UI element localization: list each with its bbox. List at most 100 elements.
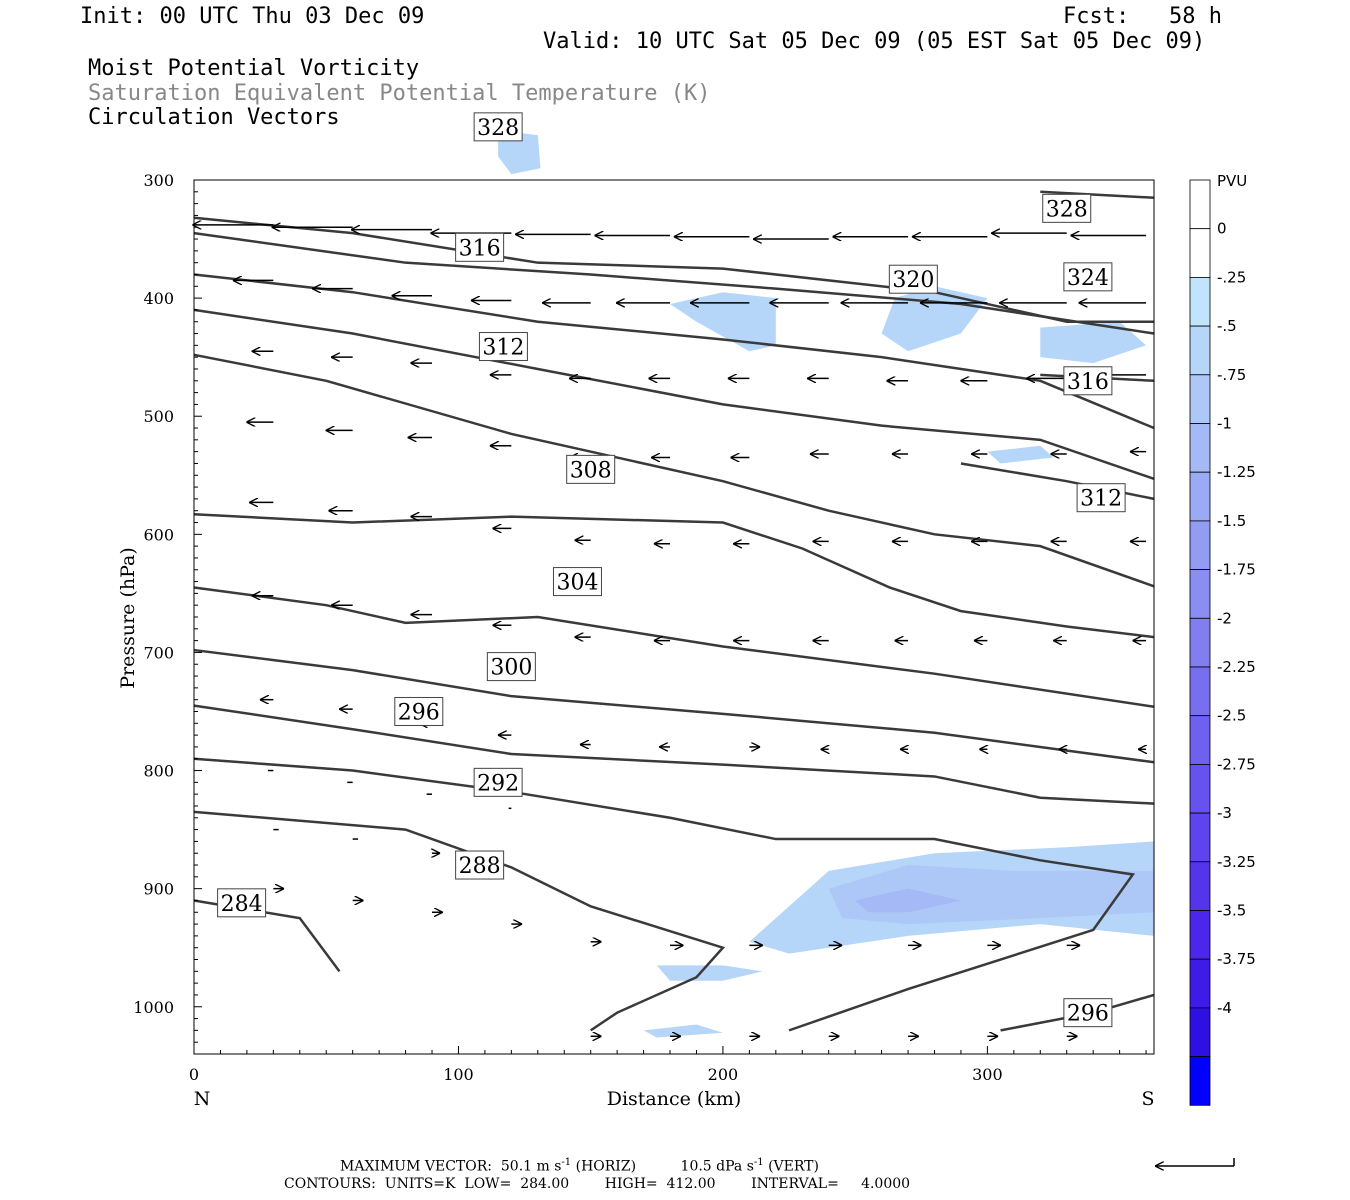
contour-label: 328 (1046, 197, 1088, 222)
contour-label-box (473, 112, 523, 142)
colorbar-swatch (1189, 228, 1211, 278)
colorbar-label: -.25 (1217, 268, 1246, 286)
contour-label: 292 (477, 771, 519, 796)
colorbar-swatch (1189, 958, 1211, 1009)
contour-label-layer: 284 288 292 296 296 300 304 308 312 312 316 316 320 3… (217, 112, 1126, 1028)
endpoint-right-label: S (1141, 1088, 1154, 1110)
contour-label-box (455, 232, 505, 262)
colorbar-swatch (1189, 617, 1211, 668)
contour-label-box (455, 850, 505, 880)
contour-label: 312 (1080, 487, 1122, 512)
y-tick-label: 700 (143, 643, 174, 662)
mpv-shading-layer (498, 130, 1154, 1038)
y-tick-label: 500 (143, 407, 174, 426)
x-tick-label: 300 (972, 1065, 1003, 1084)
colorbar-label: -2.25 (1217, 658, 1256, 676)
mpv-region (855, 888, 961, 913)
colorbar-swatch (1189, 910, 1211, 960)
y-tick-label: 1000 (133, 998, 174, 1017)
contour-label-box (486, 652, 536, 682)
init-time: Init: 00 UTC Thu 03 Dec 09 (80, 4, 425, 29)
mpv-region (1040, 321, 1147, 364)
colorbar-swatch (1189, 715, 1211, 765)
contour-label: 316 (459, 236, 501, 261)
colorbar-swatch (1189, 423, 1211, 473)
contour-label: 324 (1067, 266, 1109, 291)
contour-label-box (1063, 262, 1113, 292)
theta-es-contour (193, 273, 1155, 430)
reference-vector (1155, 1158, 1235, 1166)
contour-label: 300 (490, 656, 532, 681)
colorbar-swatch (1189, 812, 1211, 863)
contour-label-box (217, 888, 267, 918)
contour-label: 320 (892, 268, 934, 293)
contour-label: 316 (1067, 370, 1109, 395)
theta-es-contour (193, 648, 1155, 764)
x-tick-label: 0 (189, 1065, 199, 1084)
theta-es-contour (1040, 190, 1155, 199)
colorbar-label: -3.5 (1217, 902, 1246, 920)
max-vector-note: MAXIMUM VECTOR: 50.1 m s -1 (HORIZ) 10.5 … (340, 1158, 819, 1174)
contour-label-box (478, 332, 528, 362)
contour-label-box (1063, 366, 1113, 396)
mpv-region (643, 1024, 723, 1038)
contour-label-box (566, 454, 616, 484)
contour-label: 328 (477, 116, 519, 141)
contour-label: 304 (556, 571, 598, 596)
colorbar-label: -1.25 (1217, 463, 1256, 481)
mpv-region (656, 965, 763, 981)
axis-layer: 0 100 200 300 300 400 500 600 700 800 900 1000 (133, 171, 1147, 1084)
colorbar-swatch (1189, 666, 1211, 717)
colorbar-label: -3.25 (1217, 853, 1256, 871)
valid-time: Valid: 10 UTC Sat 05 Dec 09 (05 EST Sat … (543, 29, 1206, 54)
contour-label: 308 (570, 458, 612, 483)
contour-label: 296 (1067, 1002, 1109, 1027)
colorbar-swatch (1189, 374, 1211, 424)
contour-label-box (473, 767, 523, 797)
unit-exponent: -1 (753, 1157, 764, 1168)
colorbar-label: -1.5 (1217, 512, 1246, 530)
max-vector-vert: (HORIZ) 10.5 dPa s (571, 1158, 754, 1175)
colorbar-label: 0 (1217, 220, 1227, 238)
y-tick-label: 400 (143, 289, 174, 308)
forecast-hour: Fcst: 58 h (1063, 4, 1222, 29)
y-tick-label: 300 (143, 171, 174, 190)
contour-info-note: CONTOURS: UNITS=K LOW= 284.00 HIGH= 412.… (284, 1176, 911, 1192)
endpoint-left-label: N (194, 1088, 211, 1110)
field-title-mpv: Moist Potential Vorticity (88, 56, 420, 81)
x-tick-label: 200 (708, 1065, 739, 1084)
y-axis-label: Pressure (hPa) (117, 547, 139, 689)
contour-label: 288 (459, 854, 501, 879)
colorbar-title: PVU (1217, 172, 1247, 190)
contour-label-box (552, 567, 602, 597)
theta-es-contour (193, 810, 726, 1032)
contour-label-box (1076, 483, 1126, 513)
contour-label-box (1063, 998, 1113, 1028)
colorbar-swatch (1189, 276, 1211, 327)
colorbar-swatch (1189, 861, 1211, 911)
colorbar-swatch (1189, 569, 1211, 619)
circulation-vector-layer (192, 225, 1146, 1036)
max-vector-horiz: MAXIMUM VECTOR: 50.1 m s (340, 1158, 562, 1175)
colorbar-swatch (1189, 179, 1211, 230)
contour-label-box (394, 696, 444, 726)
colorbar: 0 -.25 -.5 -.75 -1 -1.25 -1.5 -1.75 -2 -2.25 -2.5 -… (1189, 179, 1256, 1106)
colorbar-swatch (1189, 520, 1211, 571)
colorbar-label: -.75 (1217, 366, 1246, 384)
max-vector-vert-label: (VERT) (763, 1158, 819, 1175)
theta-es-contour (193, 231, 1155, 335)
y-tick-label: 900 (143, 880, 174, 899)
contour-label: 284 (221, 892, 263, 917)
colorbar-label: -.5 (1217, 317, 1237, 335)
theta-es-contour (193, 586, 1155, 708)
field-title-theta-es: Saturation Equivalent Potential Temperat… (88, 81, 711, 106)
theta-es-contour (193, 308, 1155, 480)
colorbar-label: -4 (1217, 999, 1232, 1017)
colorbar-swatch (1189, 1007, 1211, 1058)
theta-es-contour (193, 757, 1136, 1032)
colorbar-label: -3 (1217, 804, 1232, 822)
colorbar-label: -3.75 (1217, 950, 1256, 968)
contour-label: 296 (398, 700, 440, 725)
mpv-region (987, 445, 1054, 464)
